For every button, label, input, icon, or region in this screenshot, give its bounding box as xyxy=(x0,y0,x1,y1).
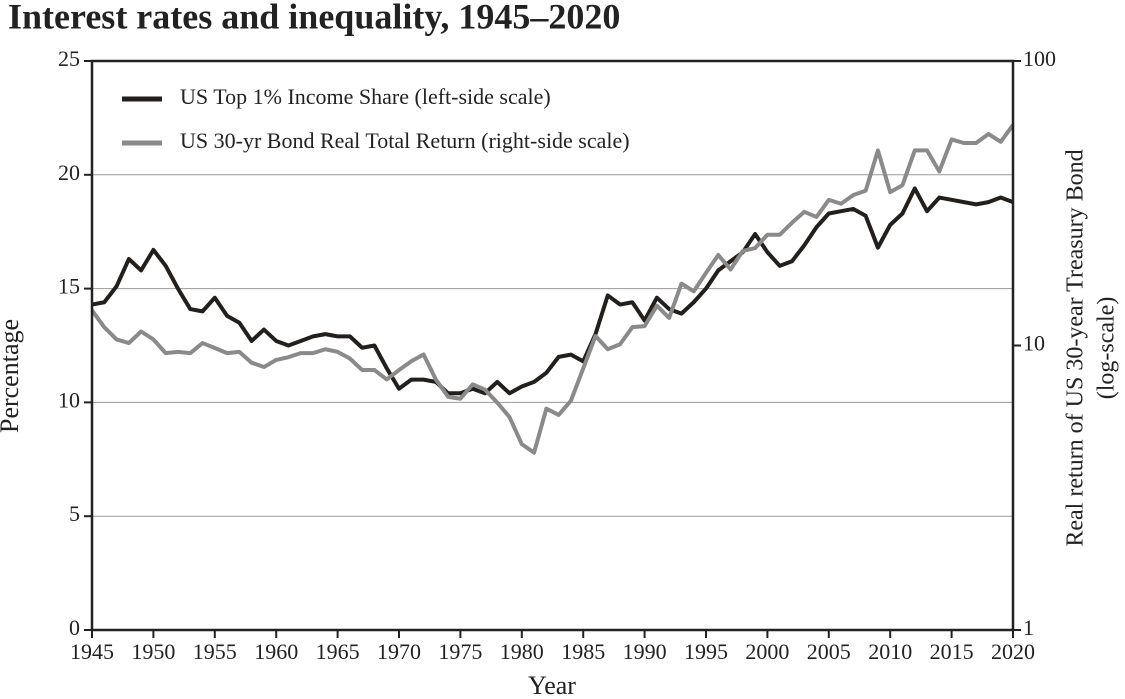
line-series xyxy=(90,123,1015,455)
x-tick-label: 2020 xyxy=(991,639,1035,664)
x-axis-label: Year xyxy=(528,671,576,699)
y-tick-label: 0 xyxy=(69,615,80,640)
x-tick-label: 1980 xyxy=(500,639,544,664)
x-tick-label: 1970 xyxy=(377,639,421,664)
y2-axis-label: Real return of US 30-year Treasury Bond xyxy=(1063,149,1089,546)
plot-frame xyxy=(90,59,1015,632)
x-tick-label: 1995 xyxy=(684,639,728,664)
x-tick-label: 2015 xyxy=(930,639,974,664)
x-tick-label: 2010 xyxy=(868,639,912,664)
x-tick-label: 1945 xyxy=(70,639,114,664)
y2-tick-label: 1 xyxy=(1023,615,1034,640)
y2-axis-label: (log-scale) xyxy=(1094,297,1120,400)
x-tick-label: 1990 xyxy=(623,639,667,664)
y-tick-label: 20 xyxy=(58,160,80,185)
y-tick-label: 10 xyxy=(58,387,80,412)
x-tick-label: 2000 xyxy=(745,639,789,664)
x-tick-label: 1965 xyxy=(316,639,360,664)
y-tick-label: 15 xyxy=(58,274,80,299)
legend-label: US Top 1% Income Share (left-side scale) xyxy=(180,84,551,109)
x-tick-label: 1950 xyxy=(131,639,175,664)
y-axis-label: Percentage xyxy=(0,319,24,433)
y-tick-label: 25 xyxy=(58,46,80,71)
y2-tick-label: 100 xyxy=(1023,46,1056,71)
legend-label: US 30-yr Bond Real Total Return (right-s… xyxy=(180,128,630,153)
line-series xyxy=(91,186,1014,396)
x-tick-label: 2005 xyxy=(807,639,851,664)
x-tick-label: 1975 xyxy=(438,639,482,664)
y-tick-label: 5 xyxy=(69,501,80,526)
y2-tick-label: 10 xyxy=(1023,331,1045,356)
x-tick-label: 1985 xyxy=(561,639,605,664)
x-tick-label: 1955 xyxy=(193,639,237,664)
x-tick-label: 1960 xyxy=(254,639,298,664)
chart-title: Interest rates and inequality, 1945–2020 xyxy=(8,0,620,36)
